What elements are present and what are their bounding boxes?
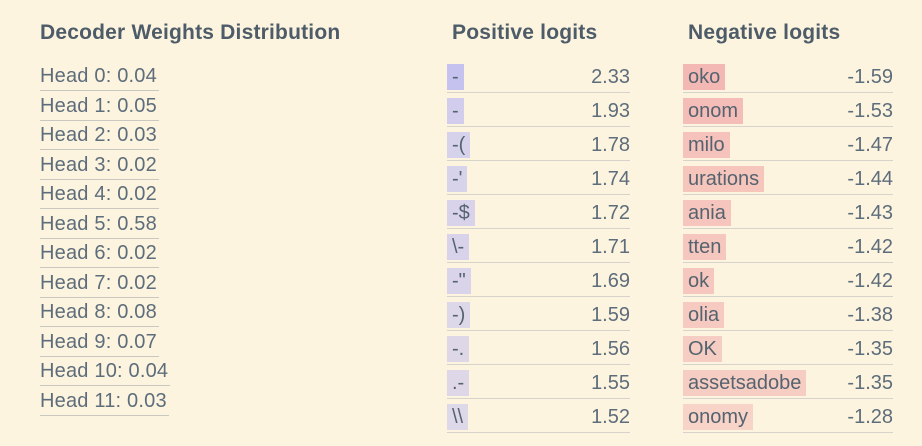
positive-logit-row: -" 1.69 (447, 268, 630, 297)
negative-token[interactable]: milo (683, 132, 730, 158)
decoder-weights-title: Decoder Weights Distribution (40, 21, 341, 44)
negative-logit-row: tten -1.42 (683, 234, 893, 263)
head-weight-link[interactable]: Head 2: 0.03 (40, 123, 159, 150)
positive-logit-value: 1.72 (591, 202, 630, 224)
negative-token[interactable]: assetsadobe (683, 370, 807, 396)
positive-logit-value: 1.52 (591, 406, 630, 428)
head-weight-link[interactable]: Head 5: 0.58 (40, 212, 159, 239)
negative-logit-row: OK -1.35 (683, 336, 893, 365)
head-weight-link[interactable]: Head 6: 0.02 (40, 241, 159, 268)
negative-logit-row: assetsadobe -1.35 (683, 370, 893, 399)
positive-token[interactable]: \\ (447, 404, 469, 430)
head-weight-link[interactable]: Head 10: 0.04 (40, 359, 171, 386)
negative-token[interactable]: oko (683, 64, 726, 90)
head-weight-link[interactable]: Head 4: 0.02 (40, 182, 159, 209)
positive-logit-value: 1.71 (591, 236, 630, 258)
head-weight-link[interactable]: Head 9: 0.07 (40, 330, 159, 357)
positive-logit-value: 1.55 (591, 372, 630, 394)
positive-logits-column: Positive logits - 2.33 - 1.93 -( 1.78 -' 1.74 -$… (447, 20, 630, 438)
negative-token[interactable]: OK (683, 336, 722, 362)
negative-logit-value: -1.59 (847, 66, 893, 88)
negative-logit-row: milo -1.47 (683, 132, 893, 161)
negative-logit-row: urations -1.44 (683, 166, 893, 195)
negative-token[interactable]: tten (683, 234, 727, 260)
negative-logit-row: onomy -1.28 (683, 404, 893, 433)
positive-logit-row: -' 1.74 (447, 166, 630, 195)
head-weight-link[interactable]: Head 11: 0.03 (40, 389, 169, 416)
positive-logit-value: 1.78 (591, 134, 630, 156)
positive-logit-row: -$ 1.72 (447, 200, 630, 229)
negative-logit-row: ok -1.42 (683, 268, 893, 297)
positive-token[interactable]: -. (447, 336, 470, 362)
negative-logit-value: -1.38 (847, 304, 893, 326)
positive-token[interactable]: - (447, 98, 464, 124)
negative-token[interactable]: olia (683, 302, 725, 328)
negative-logit-value: -1.35 (847, 372, 893, 394)
negative-logit-value: -1.44 (847, 168, 893, 190)
positive-token[interactable]: - (447, 64, 464, 90)
head-weight-link[interactable]: Head 8: 0.08 (40, 300, 159, 327)
head-weight-link[interactable]: Head 3: 0.02 (40, 153, 159, 180)
negative-token[interactable]: onom (683, 98, 744, 124)
positive-logit-row: .- 1.55 (447, 370, 630, 399)
positive-token[interactable]: -" (447, 268, 471, 294)
positive-logit-row: \- 1.71 (447, 234, 630, 263)
positive-token[interactable]: \- (447, 234, 470, 260)
head-weight-link[interactable]: Head 0: 0.04 (40, 64, 159, 91)
positive-logit-value: 1.59 (591, 304, 630, 326)
decoder-weights-column: Decoder Weights Distribution Head 0: 0.0… (40, 20, 440, 418)
negative-token[interactable]: ania (683, 200, 731, 226)
positive-logits-title: Positive logits (452, 21, 598, 44)
positive-logit-value: 1.69 (591, 270, 630, 292)
negative-logit-value: -1.53 (847, 100, 893, 122)
positive-logit-row: - 2.33 (447, 64, 630, 93)
negative-logit-value: -1.47 (847, 134, 893, 156)
negative-token[interactable]: onomy (683, 404, 754, 430)
negative-logits-title: Negative logits (688, 21, 841, 44)
negative-logit-row: olia -1.38 (683, 302, 893, 331)
negative-logits-column: Negative logits oko -1.59 onom -1.53 milo -1.… (683, 20, 893, 438)
positive-token[interactable]: -' (447, 166, 468, 192)
negative-logit-value: -1.42 (847, 270, 893, 292)
negative-logits-list: oko -1.59 onom -1.53 milo -1.47 urations -1.44 a… (683, 64, 893, 433)
positive-logit-row: -. 1.56 (447, 336, 630, 365)
positive-logit-value: 1.74 (591, 168, 630, 190)
negative-logit-row: ania -1.43 (683, 200, 893, 229)
positive-logit-value: 1.56 (591, 338, 630, 360)
positive-logit-row: \\ 1.52 (447, 404, 630, 433)
negative-logit-value: -1.35 (847, 338, 893, 360)
negative-logit-row: onom -1.53 (683, 98, 893, 127)
positive-token[interactable]: -( (447, 132, 471, 158)
positive-logit-value: 2.33 (591, 66, 630, 88)
positive-logit-value: 1.93 (591, 100, 630, 122)
negative-token[interactable]: urations (683, 166, 765, 192)
positive-token[interactable]: -) (447, 302, 471, 328)
positive-logit-row: - 1.93 (447, 98, 630, 127)
negative-logit-value: -1.43 (847, 202, 893, 224)
decoder-weights-list: Head 0: 0.04 Head 1: 0.05 Head 2: 0.03 Head… (40, 64, 440, 416)
negative-logit-value: -1.28 (847, 406, 893, 428)
positive-logit-row: -( 1.78 (447, 132, 630, 161)
positive-token[interactable]: .- (447, 370, 470, 396)
negative-token[interactable]: ok (683, 268, 715, 294)
head-weight-link[interactable]: Head 7: 0.02 (40, 271, 159, 298)
positive-logits-list: - 2.33 - 1.93 -( 1.78 -' 1.74 -$ 1.72 \- 1.71 -" 1.69… (447, 64, 630, 433)
negative-logit-row: oko -1.59 (683, 64, 893, 93)
negative-logit-value: -1.42 (847, 236, 893, 258)
positive-logit-row: -) 1.59 (447, 302, 630, 331)
head-weight-link[interactable]: Head 1: 0.05 (40, 94, 159, 121)
positive-token[interactable]: -$ (447, 200, 475, 226)
